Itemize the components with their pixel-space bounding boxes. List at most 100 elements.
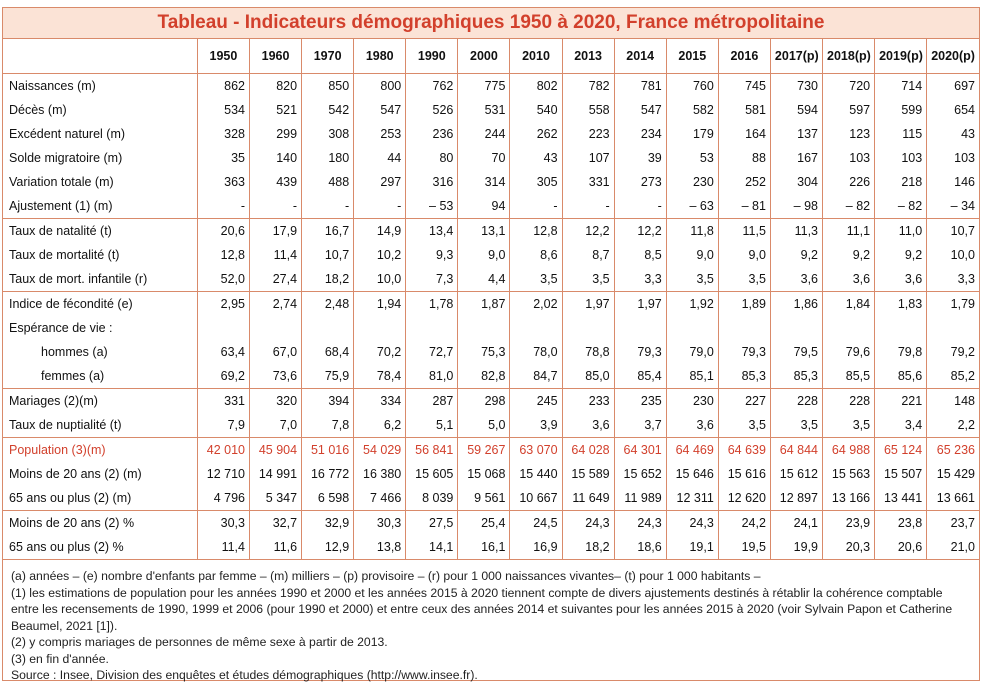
table-cell: 10 667 — [509, 486, 563, 511]
row-label: Ajustement (1) (m) — [9, 199, 113, 213]
table-cell: 594 — [769, 98, 823, 122]
table-cell: 115 — [874, 122, 927, 146]
table-cell: 16,1 — [457, 535, 510, 559]
table-cell: 68,4 — [301, 340, 354, 364]
table-cell: 697 — [926, 73, 979, 98]
column-header: 2018(p) — [822, 39, 875, 74]
table-cell: 42 010 — [196, 437, 250, 462]
table-cell: - — [248, 194, 302, 219]
table-cell: 164 — [717, 122, 771, 146]
table-cell: 234 — [613, 122, 667, 146]
table-cell: 13 166 — [822, 486, 875, 511]
table-cell: 11,8 — [665, 218, 719, 243]
table-cell — [613, 316, 667, 340]
table-cell: 32,7 — [248, 510, 302, 535]
table-cell: 3,4 — [874, 413, 927, 438]
table-cell: 547 — [613, 98, 667, 122]
table-cell — [248, 316, 302, 340]
table-cell: 11,0 — [874, 218, 927, 243]
table-cell: 78,0 — [509, 340, 563, 364]
column-header: 1980 — [353, 39, 406, 74]
table-row: hommes (a) 63,4 67,0 68,4 70,2 72,7 75,3 78,0 78… — [3, 340, 979, 364]
table-cell: 13,1 — [457, 218, 510, 243]
table-cell: 3,5 — [769, 413, 823, 438]
table-cell: 75,9 — [301, 364, 354, 389]
table-cell: 12,2 — [561, 218, 615, 243]
table-cell: 11,6 — [248, 535, 302, 559]
table-cell: 331 — [561, 170, 615, 194]
table-cell: 107 — [561, 146, 615, 170]
table-cell: 730 — [769, 73, 823, 98]
table-cell: 43 — [926, 122, 979, 146]
row-label: Taux de mortalité (t) — [9, 248, 120, 262]
table-cell: 439 — [248, 170, 302, 194]
table-cell: 80 — [405, 146, 458, 170]
table-cell: 15 440 — [509, 462, 563, 486]
table-cell: 75,3 — [457, 340, 510, 364]
table-row: Moins de 20 ans (2) (m) 12 710 14 991 16 77… — [3, 462, 979, 486]
table-cell: 63 070 — [509, 437, 563, 462]
table-cell: 15 646 — [665, 462, 719, 486]
table-cell: 103 — [874, 146, 927, 170]
table-cell: 12,9 — [301, 535, 354, 559]
table-cell: 233 — [561, 388, 615, 413]
footnote-line: (2) y compris mariages de personnes de m… — [11, 635, 388, 649]
table-cell: 597 — [822, 98, 875, 122]
table-cell: 13,4 — [405, 218, 458, 243]
table-cell: 316 — [405, 170, 458, 194]
table-cell: 69,2 — [196, 364, 250, 389]
table-cell: 228 — [822, 388, 875, 413]
table-cell: 12 897 — [769, 486, 823, 511]
table-cell: 762 — [405, 73, 458, 98]
column-header: 2020(p) — [926, 39, 979, 74]
table-cell: 146 — [926, 170, 979, 194]
row-label: Taux de natalité (t) — [3, 218, 198, 243]
table-cell — [405, 316, 458, 340]
table-cell: 7,9 — [196, 413, 250, 438]
table-cell: 223 — [561, 122, 615, 146]
table-cell: 542 — [301, 98, 354, 122]
table-cell: 24,3 — [561, 510, 615, 535]
table-cell: 1,84 — [822, 291, 875, 316]
row-label: Excédent naturel (m) — [9, 127, 126, 141]
table-cell: 10,2 — [353, 243, 406, 267]
table-cell: 63,4 — [196, 340, 250, 364]
table-cell: 2,48 — [301, 291, 354, 316]
table-cell: 1,94 — [353, 291, 406, 316]
table-cell: 3,6 — [665, 413, 719, 438]
table-cell: 1,97 — [613, 291, 667, 316]
table-cell: 235 — [613, 388, 667, 413]
table-cell: 1,92 — [665, 291, 719, 316]
table-cell: 88 — [717, 146, 771, 170]
table-cell: 9,0 — [665, 243, 719, 267]
table-cell: 12 710 — [196, 462, 250, 486]
table-cell: 720 — [822, 73, 875, 98]
table-cell: 70 — [457, 146, 510, 170]
table-cell: 862 — [196, 73, 250, 98]
table-cell: 1,86 — [769, 291, 823, 316]
table-cell: 5 347 — [248, 486, 302, 511]
table-cell: 221 — [874, 388, 927, 413]
table-cell: 1,87 — [457, 291, 510, 316]
table-cell: 4,4 — [457, 267, 510, 292]
table-cell: 85,1 — [665, 364, 719, 389]
table-cell: 18,2 — [301, 267, 354, 292]
table-cell: 19,9 — [769, 535, 823, 559]
table-cell: 1,79 — [926, 291, 979, 316]
table-cell: 3,5 — [665, 267, 719, 292]
table-cell: 245 — [509, 388, 563, 413]
table-cell: – 82 — [822, 194, 875, 219]
table-cell: 24,3 — [613, 510, 667, 535]
table-cell: 5,1 — [405, 413, 458, 438]
table-cell: 3,3 — [926, 267, 979, 292]
row-label: Moins de 20 ans (2) (m) — [9, 467, 142, 481]
table-cell: 11,5 — [717, 218, 771, 243]
table-cell: 363 — [196, 170, 250, 194]
table-cell: 230 — [665, 388, 719, 413]
table-cell: 17,9 — [248, 218, 302, 243]
table-cell: 10,0 — [353, 267, 406, 292]
table-cell: - — [353, 194, 406, 219]
table-cell: - — [509, 194, 563, 219]
row-label: femmes (a) — [41, 369, 105, 383]
table-cell: 745 — [717, 73, 771, 98]
